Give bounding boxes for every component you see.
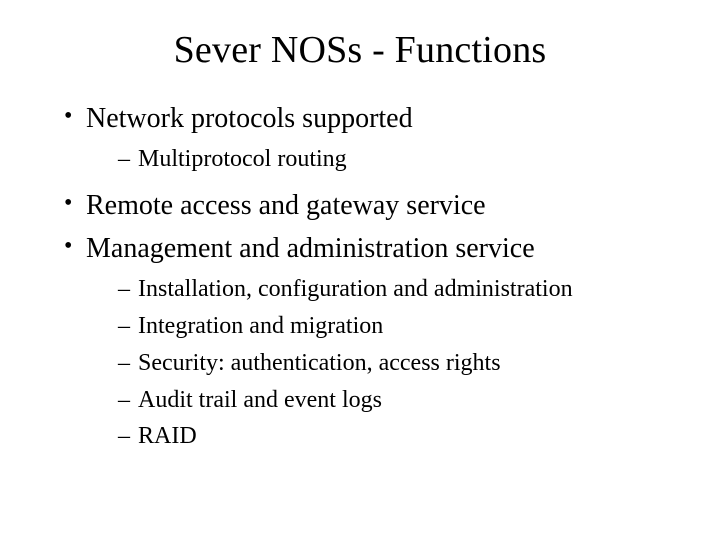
list-item: Network protocols supported Multiprotoco… bbox=[64, 100, 680, 177]
sub-list-item: Audit trail and event logs bbox=[118, 383, 680, 418]
list-item-text: Management and administration service bbox=[86, 233, 535, 264]
sub-list-item: Installation, configuration and administ… bbox=[118, 272, 680, 307]
list-item: Management and administration service In… bbox=[64, 230, 680, 454]
bullet-list: Network protocols supported Multiprotoco… bbox=[40, 100, 680, 454]
sub-list-item-text: Audit trail and event logs bbox=[138, 387, 382, 413]
sub-list: Multiprotocol routing bbox=[86, 142, 680, 177]
sub-list-item: Integration and migration bbox=[118, 309, 680, 344]
sub-list-item-text: Installation, configuration and administ… bbox=[138, 276, 573, 302]
sub-list-item: Security: authentication, access rights bbox=[118, 346, 680, 381]
sub-list-item-text: Integration and migration bbox=[138, 313, 383, 339]
sub-list-item-text: Multiprotocol routing bbox=[138, 146, 347, 172]
slide: Sever NOSs - Functions Network protocols… bbox=[0, 0, 720, 540]
sub-list: Installation, configuration and administ… bbox=[86, 272, 680, 454]
sub-list-item-text: Security: authentication, access rights bbox=[138, 350, 501, 376]
list-item-text: Remote access and gateway service bbox=[86, 190, 486, 221]
sub-list-item: Multiprotocol routing bbox=[118, 142, 680, 177]
list-item: Remote access and gateway service bbox=[64, 187, 680, 225]
slide-title: Sever NOSs - Functions bbox=[40, 28, 680, 72]
sub-list-item: RAID bbox=[118, 419, 680, 454]
sub-list-item-text: RAID bbox=[138, 423, 197, 449]
list-item-text: Network protocols supported bbox=[86, 103, 413, 134]
